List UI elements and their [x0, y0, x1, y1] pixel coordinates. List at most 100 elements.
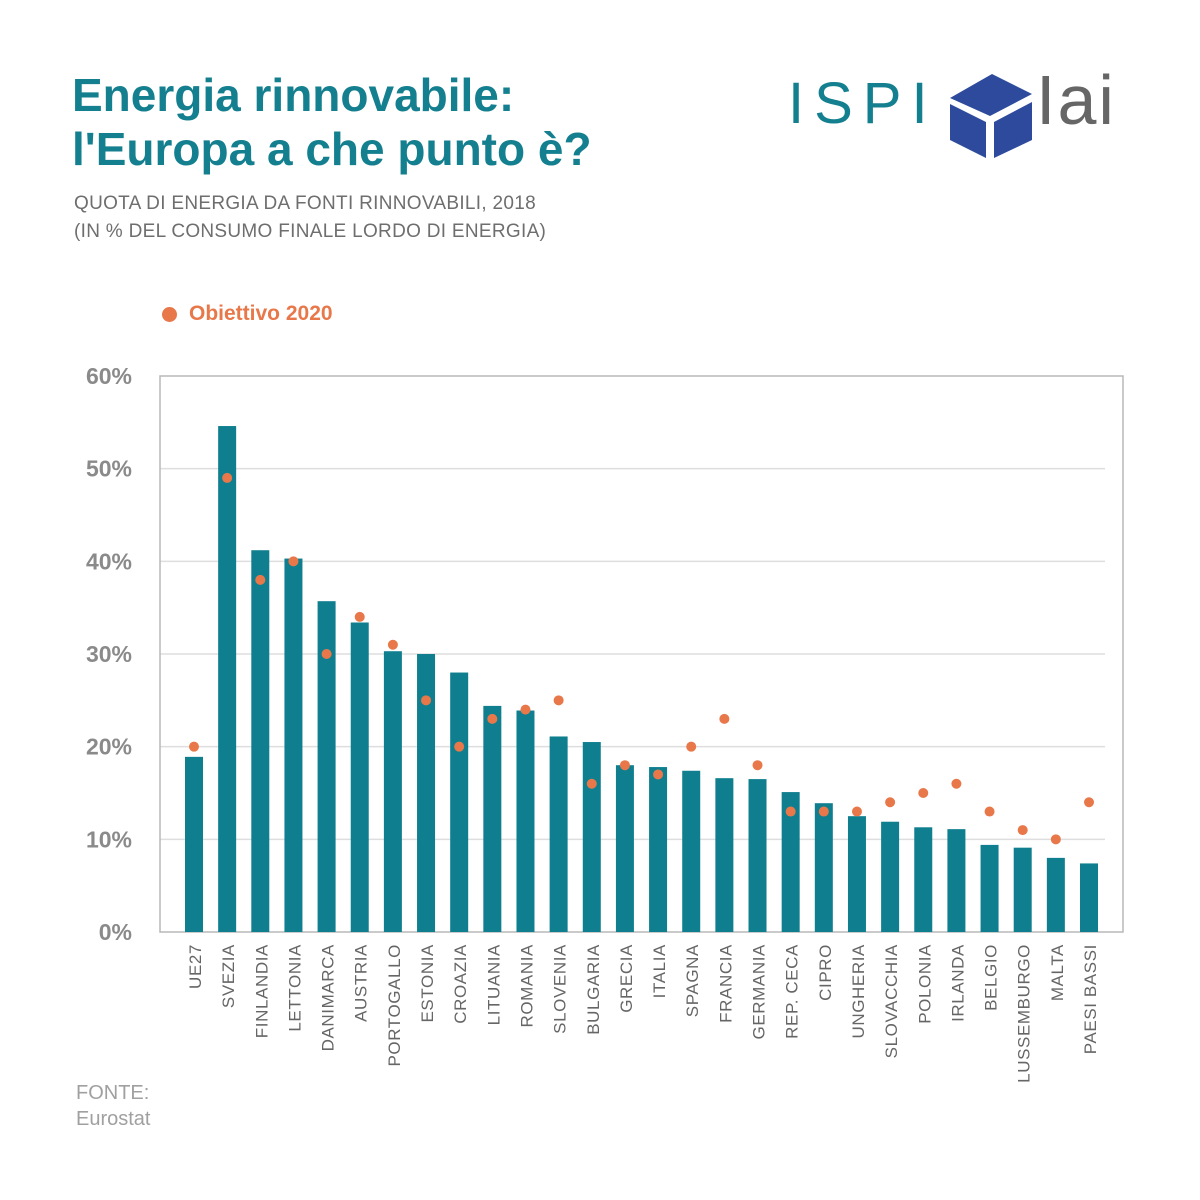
x-tick-label: ITALIA — [650, 944, 669, 998]
y-tick-label: 30% — [86, 641, 132, 667]
bar — [715, 778, 734, 932]
target-point — [752, 760, 763, 771]
source-note: FONTE: Eurostat — [76, 1080, 150, 1132]
x-tick-label: SLOVENIA — [551, 944, 570, 1034]
plot-frame — [159, 375, 1124, 933]
bar — [649, 767, 668, 932]
target-point — [487, 713, 498, 724]
target-point — [321, 649, 332, 659]
bar — [615, 765, 634, 932]
x-tick-label: IRLANDA — [948, 944, 967, 1022]
x-tick-label: BULGARIA — [584, 944, 603, 1035]
bar — [582, 742, 601, 932]
target-point — [553, 695, 564, 706]
x-tick-label: LETTONIA — [285, 944, 304, 1032]
subtitle-line-1: QUOTA DI ENERGIA DA FONTI RINNOVABILI, 2… — [74, 193, 536, 214]
bar — [682, 770, 701, 932]
x-tick-label: ESTONIA — [418, 944, 437, 1023]
bar — [549, 736, 568, 932]
bar — [483, 705, 502, 932]
source-value: Eurostat — [76, 1108, 151, 1130]
x-tick-label: ROMANIA — [517, 944, 536, 1028]
bar — [814, 803, 833, 932]
bar — [748, 779, 767, 932]
bar — [284, 558, 303, 932]
bar — [185, 756, 203, 932]
bar — [914, 827, 933, 932]
x-tick-label: BELGIO — [982, 944, 1001, 1011]
target-point — [785, 806, 796, 817]
target-point — [1017, 825, 1028, 836]
ispi-logo: ISPI — [788, 71, 938, 136]
y-tick-label: 20% — [86, 734, 132, 760]
bar — [1013, 847, 1032, 932]
x-tick-label: MALTA — [1048, 944, 1067, 1001]
x-tick-label: GRECIA — [617, 944, 636, 1013]
target-point — [653, 769, 664, 780]
source-label: FONTE: — [76, 1082, 150, 1104]
target-point — [686, 741, 697, 752]
target-point — [586, 778, 597, 789]
target-point — [918, 788, 929, 798]
x-tick-label: FINLANDIA — [252, 944, 271, 1038]
target-point — [885, 797, 896, 808]
x-tick-label: REP. CECA — [783, 944, 802, 1039]
x-tick-label: AUSTRIA — [352, 944, 371, 1022]
target-point — [520, 704, 531, 715]
bar — [781, 792, 800, 932]
target-point — [619, 760, 630, 771]
target-point — [984, 806, 995, 817]
title-line-1: Energia rinnovabile: — [72, 69, 515, 121]
target-point — [189, 741, 199, 752]
bar — [317, 601, 336, 932]
x-tick-label: LITUANIA — [484, 944, 503, 1025]
bar — [947, 829, 966, 932]
iai-logo-text: Iai — [1036, 61, 1116, 139]
title-line-2: l'Europa a che punto è? — [72, 123, 592, 175]
chart-subtitle: QUOTA DI ENERGIA DA FONTI RINNOVABILI, 2… — [74, 190, 546, 246]
target-point — [1084, 797, 1094, 808]
x-tick-label: SLOVACCHIA — [882, 944, 901, 1058]
target-point — [387, 639, 398, 650]
bar — [350, 622, 369, 932]
legend-label: Obiettivo 2020 — [189, 302, 333, 325]
x-tick-label: SVEZIA — [219, 944, 238, 1008]
bar — [1080, 863, 1098, 932]
legend: Obiettivo 2020 — [162, 302, 333, 326]
x-tick-label: GERMANIA — [750, 944, 769, 1040]
bar — [1046, 857, 1065, 932]
y-tick-label: 40% — [86, 548, 132, 574]
target-point — [222, 472, 233, 483]
x-tick-label: SPAGNA — [683, 944, 702, 1017]
subtitle-line-2: (IN % DEL CONSUMO FINALE LORDO DI ENERGI… — [74, 221, 547, 242]
x-tick-label: UE27 — [186, 944, 205, 989]
target-point — [255, 574, 266, 585]
x-tick-label: PORTOGALLO — [385, 944, 404, 1067]
x-tick-label: UNGHERIA — [849, 944, 868, 1039]
iai-cube-logo-icon — [950, 74, 1032, 158]
x-tick-label: PAESI BASSI — [1081, 944, 1100, 1054]
bar — [980, 844, 999, 932]
bar — [251, 550, 270, 932]
bar — [847, 816, 866, 932]
target-point — [1050, 834, 1061, 845]
bar — [417, 654, 436, 932]
y-tick-label: 0% — [99, 919, 132, 945]
x-tick-label: FRANCIA — [716, 944, 735, 1023]
y-tick-label: 50% — [86, 456, 132, 482]
bar — [516, 710, 535, 932]
target-point — [454, 741, 465, 752]
x-tick-label: CIPRO — [816, 944, 835, 1001]
target-point — [818, 806, 829, 817]
target-point — [719, 713, 730, 724]
target-point — [354, 611, 365, 622]
legend-dot-icon — [162, 306, 177, 322]
y-tick-label: 60% — [86, 363, 132, 389]
bar — [218, 426, 237, 932]
x-tick-label: DANIMARCA — [319, 944, 338, 1051]
chart-title: Energia rinnovabile: l'Europa a che punt… — [72, 68, 592, 176]
y-tick-label: 10% — [86, 826, 132, 852]
x-tick-label: LUSSEMBURGO — [1015, 944, 1034, 1083]
target-point — [951, 778, 962, 789]
